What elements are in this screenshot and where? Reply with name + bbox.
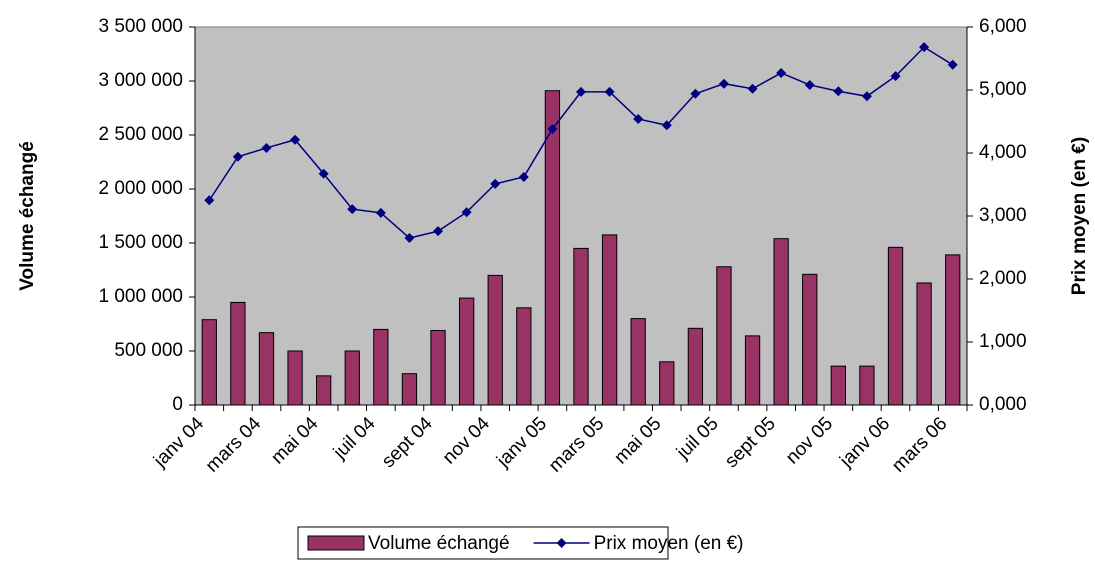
x-tick-label: mars 05 [545,413,608,476]
bar [458,297,475,406]
marker [661,120,672,131]
bar [230,301,246,406]
y2-tick-label: 4,000 [979,142,1027,163]
bar [287,350,303,406]
x-tick-label: janv 04 [149,413,208,472]
x-tick-label: mai 04 [267,413,322,468]
x-tick-label: sept 05 [721,413,780,472]
marker [861,91,872,102]
bar [430,329,446,406]
bar [201,319,217,406]
legend-marker [556,538,567,548]
bar [945,254,961,406]
marker [947,59,958,70]
bar [573,247,589,406]
legend-label: Volume échangé [368,533,510,554]
marker [261,142,272,153]
y-tick-label: 1 500 000 [98,232,183,253]
marker [518,171,529,182]
y2-tick-label: 0,000 [979,394,1027,415]
bar [802,273,818,406]
marker [747,83,758,94]
bar [687,327,704,406]
bar [630,318,646,406]
bar [830,365,846,406]
bar [859,365,875,406]
bar [744,335,761,406]
bar [887,246,904,406]
bar [487,274,503,406]
x-tick-label: nov 04 [439,413,494,468]
y-tick-label: 2 500 000 [98,124,183,145]
marker [204,195,215,206]
y2-tick-label: 6,000 [979,16,1027,37]
bar [916,282,932,406]
y2-tick-label: 5,000 [979,79,1027,100]
marker [833,86,844,97]
bar [659,361,675,406]
marker [919,42,930,53]
marker [461,207,472,218]
bar [373,328,389,406]
x-tick-label: mars 04 [202,413,266,477]
marker [232,151,243,162]
bar [401,373,418,406]
legend-label: Prix moyen (en €) [594,533,744,554]
y-tick-label: 3 500 000 [98,16,183,37]
y-tick-label: 3 000 000 [98,70,183,91]
y2-tick-label: 1,000 [979,331,1027,352]
bar [516,307,532,406]
bar [773,238,789,406]
marker [776,67,787,78]
marker [318,168,329,179]
marker [490,178,501,189]
x-tick-label: juil 04 [329,413,380,464]
bar [716,266,732,406]
x-tick-label: sept 04 [378,413,437,472]
x-tick-label: janv 05 [492,413,551,472]
marker [375,207,386,218]
x-tick-label: janv 06 [835,413,894,472]
legend-swatch [307,535,365,551]
marker [404,233,415,244]
y2-axis-title: Prix moyen (en €) [1069,137,1090,295]
marker [604,86,615,97]
bar [601,234,618,406]
marker [718,78,729,89]
marker [804,79,815,90]
marker [890,71,901,82]
y-tick-label: 1 000 000 [98,286,183,307]
marker [347,204,358,215]
marker [633,113,644,124]
bar [316,375,332,406]
bar [344,350,360,406]
y2-tick-label: 3,000 [979,205,1027,226]
x-tick-label: mars 06 [888,413,951,476]
x-tick-label: mai 05 [610,413,665,468]
y-tick-label: 2 000 000 [98,178,183,199]
marker [290,134,301,145]
y-tick-label: 0 [172,394,183,415]
marker [576,86,586,97]
marker [690,88,701,99]
marker [547,124,558,135]
x-tick-label: juil 05 [672,413,723,464]
y-tick-label: 500 000 [114,340,183,361]
x-tick-label: nov 05 [782,413,837,468]
bar [258,332,275,406]
marker [433,226,444,237]
y2-tick-label: 2,000 [979,268,1027,289]
bar [544,90,561,406]
y-axis-title: Volume échangé [17,141,38,291]
